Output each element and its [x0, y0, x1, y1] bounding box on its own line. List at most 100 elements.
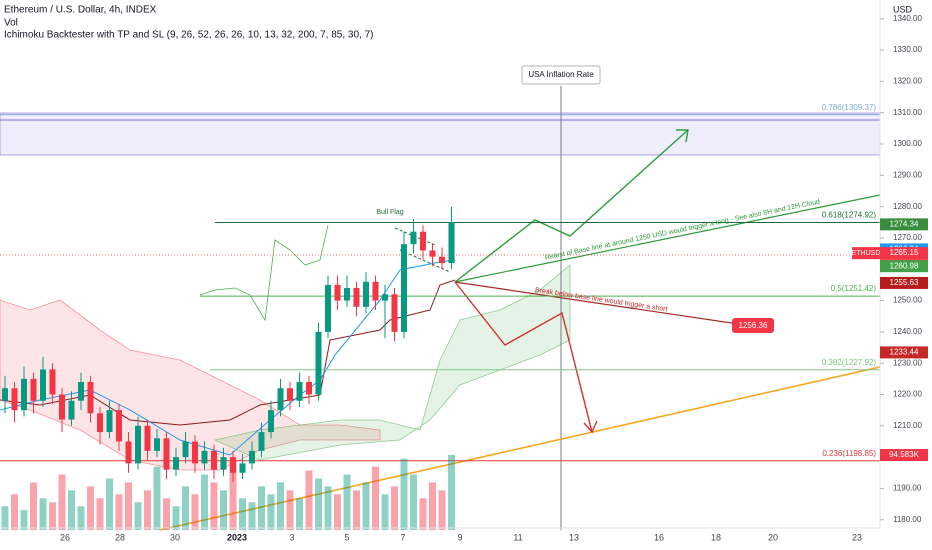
candle-body	[21, 378, 27, 411]
y-tick-label: 1340.00	[893, 14, 922, 23]
candle-body	[391, 294, 398, 332]
x-tick-label: 26	[60, 532, 70, 542]
volume-bar	[258, 486, 265, 530]
y-tick-label: 1330.00	[893, 45, 922, 54]
candle-body	[116, 410, 122, 442]
volume-bar	[163, 498, 170, 530]
volume-bar	[191, 494, 199, 530]
volume-bar	[96, 498, 104, 530]
candle-body	[2, 388, 8, 401]
price-tag-label: 1255.63	[890, 278, 919, 287]
y-tick-label: 1210.00	[893, 421, 922, 430]
candle-body	[78, 381, 84, 401]
x-tick-label: 28	[115, 532, 125, 542]
candle-body	[144, 425, 151, 451]
y-tick-label: 1280.00	[893, 202, 922, 211]
cloud-bearish	[0, 299, 381, 471]
fib-label: 0.382(1227.92)	[822, 358, 877, 367]
volume-tag	[880, 449, 928, 461]
y-tick-label: 1190.00	[893, 484, 922, 493]
price-tag	[880, 218, 928, 231]
price-tag	[880, 260, 928, 273]
candle-body	[239, 463, 246, 473]
resistance-zone	[0, 112, 881, 156]
candle-body	[87, 381, 94, 414]
volume-bar	[324, 486, 332, 530]
target-box	[732, 318, 774, 333]
y-tick-label: 1310.00	[893, 108, 922, 117]
volume-bar	[353, 490, 360, 530]
candle-body	[420, 231, 426, 251]
volume-bar	[11, 494, 18, 530]
candle-body	[125, 441, 132, 464]
price-tag	[880, 346, 928, 359]
target-label: 1256.36	[739, 321, 768, 330]
volume-bar	[20, 510, 28, 530]
fib-label: 0.618(1274.92)	[822, 211, 877, 220]
candle-body	[30, 378, 37, 401]
volume-bar	[343, 474, 351, 530]
volume-bar	[400, 458, 408, 530]
x-tick-label: 3	[289, 532, 294, 542]
short-arrowhead	[583, 420, 598, 434]
volume-bar	[362, 482, 370, 530]
candle-body	[49, 369, 56, 395]
volume-bar	[438, 490, 446, 530]
x-tick-label: 16	[654, 532, 664, 542]
volume-bar	[267, 494, 275, 530]
candle-body	[68, 400, 75, 420]
volume-bar	[277, 482, 284, 530]
x-tick-label: 7	[400, 532, 405, 542]
volume-bar	[305, 470, 313, 530]
title: Ethereum / U.S. Dollar, 4h, INDEX	[4, 5, 157, 16]
volume-bar	[134, 502, 142, 530]
volume-bar	[220, 490, 227, 530]
axes: 1180.001190.001200.001210.001220.001230.…	[60, 14, 928, 542]
volume-bar	[334, 494, 341, 530]
long-arrowhead	[676, 129, 689, 143]
volume-bar	[49, 502, 56, 530]
volume-bar	[68, 490, 75, 530]
candle-body	[353, 288, 360, 307]
x-tick-label: 11	[513, 532, 522, 542]
candle-body	[268, 410, 274, 433]
candle-body	[173, 457, 179, 470]
x-tick-label: 13	[569, 532, 579, 542]
x-tick-label: 2023	[227, 532, 247, 542]
y-tick-label: 1180.00	[893, 515, 922, 524]
x-tick-label: 5	[344, 532, 349, 542]
y-tick-label: 1300.00	[893, 139, 922, 148]
volume-bar	[87, 486, 94, 530]
flag-label: Bull Flag	[376, 209, 403, 216]
fib-label: 0.236(1198.85)	[822, 449, 876, 458]
candle-body	[410, 231, 417, 245]
volume-bar	[125, 482, 132, 530]
event-box	[521, 65, 601, 85]
trend-line	[159, 366, 881, 531]
candle-body	[439, 256, 445, 263]
volume-bar	[381, 494, 389, 530]
series	[0, 114, 880, 530]
lagging-span	[199, 224, 329, 322]
candle-body	[59, 394, 65, 420]
volume-bar	[172, 506, 180, 530]
price-tag-label: 1233.44	[890, 348, 919, 357]
symbol-tag	[852, 247, 880, 260]
volume-bar	[30, 482, 37, 530]
volume-bar	[182, 486, 189, 530]
volume-bar	[391, 486, 398, 530]
candle-body	[201, 450, 208, 464]
x-tick-label: 30	[170, 532, 180, 542]
y-tick-label: 1270.00	[893, 233, 922, 242]
candle-body	[192, 441, 198, 464]
candle-body	[429, 250, 436, 257]
y-tick-label: 1290.00	[893, 170, 922, 179]
candle-body	[401, 244, 407, 332]
x-tick-label: 18	[711, 532, 721, 542]
event-label: USA Inflation Rate	[528, 70, 594, 79]
y-tick-label: 1220.00	[893, 390, 922, 399]
long-line	[454, 194, 881, 283]
volume-bar	[239, 498, 246, 530]
volume-bar	[39, 498, 47, 530]
